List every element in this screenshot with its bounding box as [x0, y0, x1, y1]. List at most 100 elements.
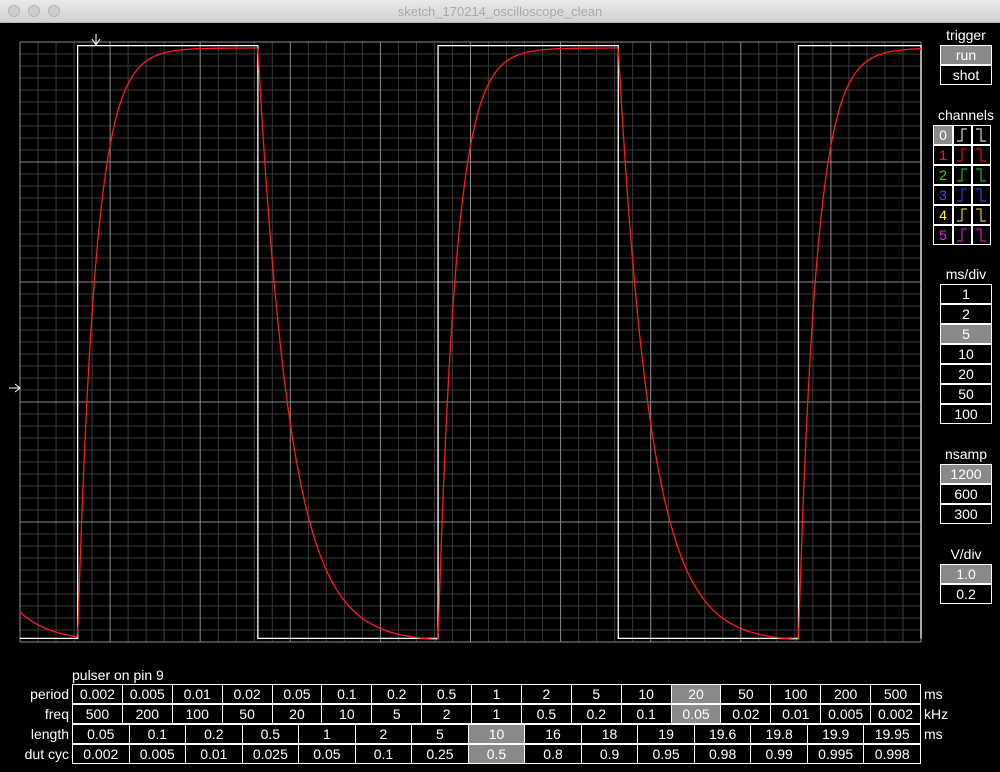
level-marker-icon[interactable]	[9, 383, 21, 393]
ms-div-button-50[interactable]: 50	[940, 384, 992, 404]
pulser-period-option[interactable]: 20	[670, 684, 722, 704]
channel-2-fall-trigger-button[interactable]	[972, 165, 991, 185]
channel-2-rise-trigger-button[interactable]	[953, 165, 972, 185]
pulser-dut-cyc-option[interactable]: 0.995	[806, 744, 865, 764]
channel-3-rise-trigger-button[interactable]	[953, 185, 972, 205]
pulser-period-option[interactable]: 0.002	[72, 684, 123, 704]
channel-0-rise-trigger-button[interactable]	[953, 125, 972, 145]
pulser-length-option[interactable]: 0.05	[72, 724, 130, 744]
channel-4-fall-trigger-button[interactable]	[972, 205, 991, 225]
ms-div-button-100[interactable]: 100	[940, 404, 992, 424]
pulser-dut-cyc-option[interactable]: 0.005	[128, 744, 187, 764]
trigger-button-shot[interactable]: shot	[940, 65, 992, 85]
zoom-window-button[interactable]	[48, 5, 60, 17]
pulser-freq-option[interactable]: 0.5	[520, 704, 572, 724]
minimize-window-button[interactable]	[28, 5, 40, 17]
pulser-freq-option[interactable]: 0.02	[720, 704, 772, 724]
pulser-period-option[interactable]: 200	[820, 684, 872, 704]
pulser-length-option[interactable]: 10	[467, 724, 526, 744]
pulser-length-option[interactable]: 2	[354, 724, 413, 744]
trigger-marker-icon[interactable]	[91, 34, 101, 46]
pulser-period-option[interactable]: 0.005	[121, 684, 173, 704]
pulser-period-option[interactable]: 0.1	[321, 684, 373, 704]
pulser-period-option[interactable]: 1	[471, 684, 522, 704]
pulser-period-option[interactable]: 0.5	[421, 684, 473, 704]
pulser-period-option[interactable]: 2	[520, 684, 572, 704]
pulser-length-option[interactable]: 18	[580, 724, 639, 744]
channel-1-toggle[interactable]: 1	[933, 145, 953, 165]
pulser-freq-option[interactable]: 10	[321, 704, 373, 724]
pulser-freq-option[interactable]: 200	[121, 704, 173, 724]
pulser-length-option[interactable]: 19.95	[863, 724, 921, 744]
channel-4-rise-trigger-button[interactable]	[953, 205, 972, 225]
pulser-freq-option[interactable]: 100	[171, 704, 223, 724]
nsamp-button-600[interactable]: 600	[940, 484, 992, 504]
pulser-length-option[interactable]: 0.5	[241, 724, 300, 744]
trigger-button-run[interactable]: run	[940, 45, 992, 65]
channel-4-toggle[interactable]: 4	[933, 205, 953, 225]
channel-1-rise-trigger-button[interactable]	[953, 145, 972, 165]
pulser-length-option[interactable]: 19	[637, 724, 695, 744]
pulser-period-option[interactable]: 0.2	[371, 684, 423, 704]
pulser-length-option[interactable]: 1	[298, 724, 356, 744]
channel-5-toggle[interactable]: 5	[933, 225, 953, 245]
pulser-dut-cyc-option[interactable]: 0.1	[354, 744, 413, 764]
pulser-dut-cyc-option[interactable]: 0.025	[241, 744, 300, 764]
channel-2-toggle[interactable]: 2	[933, 165, 953, 185]
pulser-dut-cyc-option[interactable]: 0.98	[693, 744, 752, 764]
pulser-freq-option[interactable]: 2	[421, 704, 473, 724]
pulser-freq-option[interactable]: 0.05	[670, 704, 722, 724]
pulser-period-option[interactable]: 5	[570, 684, 622, 704]
nsamp-button-300[interactable]: 300	[940, 504, 992, 524]
pulser-dut-cyc-option[interactable]: 0.99	[750, 744, 808, 764]
channel-0-toggle[interactable]: 0	[933, 125, 953, 145]
pulser-dut-cyc-option[interactable]: 0.998	[863, 744, 921, 764]
v-div-button-0-2[interactable]: 0.2	[940, 584, 992, 604]
pulser-period-option[interactable]: 0.02	[221, 684, 273, 704]
ms-div-button-10[interactable]: 10	[940, 344, 992, 364]
pulser-length-option[interactable]: 16	[524, 724, 582, 744]
scope-display[interactable]	[0, 22, 1000, 652]
pulser-period-option[interactable]: 500	[870, 684, 921, 704]
close-window-button[interactable]	[8, 5, 20, 17]
nsamp-button-1200[interactable]: 1200	[940, 464, 992, 484]
pulser-freq-option[interactable]: 1	[471, 704, 522, 724]
channel-5-rise-trigger-button[interactable]	[953, 225, 972, 245]
ms-div-button-20[interactable]: 20	[940, 364, 992, 384]
pulser-length-option[interactable]: 19.8	[750, 724, 808, 744]
pulser-length-option[interactable]: 5	[411, 724, 469, 744]
pulser-dut-cyc-option[interactable]: 0.01	[185, 744, 243, 764]
pulser-freq-option[interactable]: 0.1	[620, 704, 672, 724]
pulser-length-option[interactable]: 0.1	[128, 724, 187, 744]
pulser-dut-cyc-option[interactable]: 0.9	[580, 744, 639, 764]
pulser-freq-option[interactable]: 50	[221, 704, 273, 724]
ms-div-button-2[interactable]: 2	[940, 304, 992, 324]
pulser-period-option[interactable]: 10	[620, 684, 672, 704]
pulser-freq-option[interactable]: 0.2	[570, 704, 622, 724]
channel-3-toggle[interactable]: 3	[933, 185, 953, 205]
pulser-dut-cyc-option[interactable]: 0.5	[467, 744, 526, 764]
pulser-dut-cyc-option[interactable]: 0.05	[298, 744, 356, 764]
ms-div-button-1[interactable]: 1	[940, 284, 992, 304]
pulser-freq-option[interactable]: 500	[72, 704, 123, 724]
pulser-dut-cyc-option[interactable]: 0.8	[524, 744, 582, 764]
channel-5-fall-trigger-button[interactable]	[972, 225, 991, 245]
pulser-period-option[interactable]: 50	[720, 684, 772, 704]
pulser-freq-option[interactable]: 20	[271, 704, 323, 724]
pulser-dut-cyc-option[interactable]: 0.002	[72, 744, 130, 764]
ms-div-button-5[interactable]: 5	[940, 324, 992, 344]
pulser-freq-option[interactable]: 0.002	[870, 704, 921, 724]
pulser-freq-option[interactable]: 0.01	[770, 704, 822, 724]
channel-1-fall-trigger-button[interactable]	[972, 145, 991, 165]
pulser-length-option[interactable]: 0.2	[185, 724, 243, 744]
pulser-freq-option[interactable]: 0.005	[820, 704, 872, 724]
v-div-button-1-0[interactable]: 1.0	[940, 564, 992, 584]
pulser-period-option[interactable]: 100	[770, 684, 822, 704]
pulser-freq-option[interactable]: 5	[371, 704, 423, 724]
channel-0-fall-trigger-button[interactable]	[972, 125, 991, 145]
pulser-length-option[interactable]: 19.6	[693, 724, 752, 744]
channel-3-fall-trigger-button[interactable]	[972, 185, 991, 205]
pulser-period-option[interactable]: 0.05	[271, 684, 323, 704]
pulser-dut-cyc-option[interactable]: 0.25	[411, 744, 469, 764]
pulser-length-option[interactable]: 19.9	[806, 724, 865, 744]
